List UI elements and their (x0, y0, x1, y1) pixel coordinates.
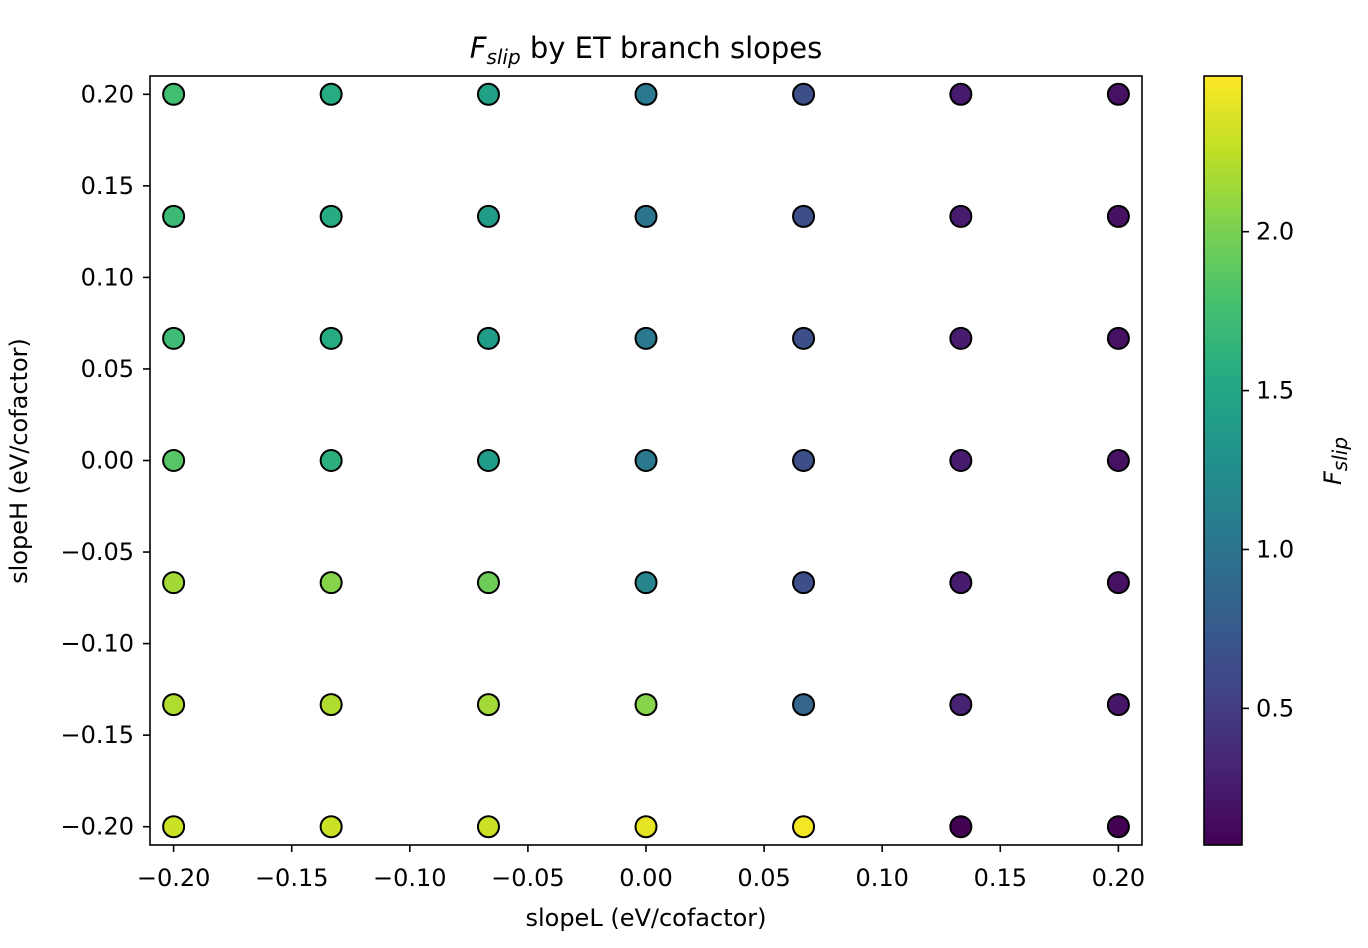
scatter-point (634, 815, 658, 839)
scatter-point (319, 815, 343, 839)
x-axis-label: slopeL (eV/cofactor) (525, 904, 766, 932)
scatter-point (319, 82, 343, 106)
x-tick-label: −0.10 (373, 864, 447, 892)
scatter-point (792, 82, 816, 106)
y-tick-label: 0.15 (81, 172, 134, 200)
colorbar-label-symbol: F (1319, 470, 1347, 485)
colorbar-tick-label: 0.5 (1256, 694, 1294, 722)
scatter-point (319, 693, 343, 717)
scatter-point (319, 571, 343, 595)
scatter-point (162, 82, 186, 106)
scatter-point (949, 815, 973, 839)
scatter-point (634, 693, 658, 717)
y-tick-label: −0.15 (60, 721, 134, 749)
scatter-point (792, 204, 816, 228)
scatter-point (792, 815, 816, 839)
y-tick-label: −0.20 (60, 813, 134, 841)
chart-title: Fslip by ET branch slopes (470, 31, 822, 69)
scatter-point (1106, 815, 1130, 839)
colorbar (1203, 75, 1243, 846)
scatter-point (319, 449, 343, 472)
x-tick-label: −0.20 (137, 864, 211, 892)
colorbar-label-subscript: slip (1328, 437, 1352, 471)
scatter-point (949, 204, 973, 228)
scatter-point (1106, 571, 1130, 595)
scatter-point (949, 693, 973, 717)
scatter-point (162, 449, 186, 472)
scatter-point (634, 449, 658, 472)
scatter-point (162, 326, 186, 350)
scatter-point (949, 326, 973, 350)
scatter-point (476, 571, 500, 595)
scatter-point (476, 693, 500, 717)
x-tick-label: −0.15 (255, 864, 329, 892)
y-tick-label: 0.10 (81, 263, 134, 291)
scatter-point (1106, 449, 1130, 472)
scatter-point (162, 571, 186, 595)
colorbar-tick-label: 1.5 (1256, 377, 1294, 405)
scatter-point (1106, 82, 1130, 106)
scatter-point (634, 571, 658, 595)
scatter-point (634, 204, 658, 228)
x-tick-label: 0.15 (974, 864, 1027, 892)
title-rest: by ET branch slopes (521, 31, 823, 65)
colorbar-label: Fslip (1319, 437, 1352, 485)
y-axis-ticks: 0.20 0.15 0.10 0.05 0.00 −0.05 −0.10 −0.15 −0.20 (60, 80, 150, 841)
scatter-point (476, 82, 500, 106)
y-tick-label: −0.10 (60, 630, 134, 658)
x-tick-label: 0.00 (619, 864, 672, 892)
scatter-point (1106, 693, 1130, 717)
y-tick-label: 0.05 (81, 355, 134, 383)
y-axis-label: slopeH (eV/cofactor) (5, 338, 33, 584)
scatter-point (476, 815, 500, 839)
y-tick-label: 0.20 (81, 80, 134, 108)
scatter-point (319, 326, 343, 350)
scatter-points (162, 82, 1130, 839)
title-symbol: F (470, 31, 488, 65)
scatter-point (792, 693, 816, 717)
scatter-point (949, 571, 973, 595)
x-tick-label: 0.05 (737, 864, 790, 892)
scatter-point (476, 449, 500, 472)
scatter-point (476, 204, 500, 228)
scatter-point (792, 326, 816, 350)
title-subscript: slip (486, 45, 520, 69)
y-tick-label: 0.00 (81, 447, 134, 475)
scatter-point (792, 449, 816, 472)
scatter-point (634, 326, 658, 350)
colorbar-tick-label: 2.0 (1256, 218, 1294, 246)
scatter-point (1106, 204, 1130, 228)
y-tick-label: −0.05 (60, 538, 134, 566)
scatter-point (1106, 326, 1130, 350)
scatter-point (634, 82, 658, 106)
x-axis-ticks: −0.20 −0.15 −0.10 −0.05 0.00 0.05 0.10 0.15 0.20 (137, 845, 1145, 892)
scatter-point (792, 571, 816, 595)
scatter-point (162, 204, 186, 228)
colorbar-ticks: 0.5 1.0 1.5 2.0 (1242, 218, 1294, 722)
scatter-point (162, 815, 186, 839)
scatter-point (162, 693, 186, 717)
x-tick-label: 0.20 (1092, 864, 1145, 892)
x-tick-label: −0.05 (491, 864, 565, 892)
scatter-point (949, 449, 973, 472)
colorbar-tick-label: 1.0 (1256, 535, 1294, 563)
scatter-point (949, 82, 973, 106)
scatter-point (319, 204, 343, 228)
scatter-point (476, 326, 500, 350)
x-tick-label: 0.10 (855, 864, 908, 892)
